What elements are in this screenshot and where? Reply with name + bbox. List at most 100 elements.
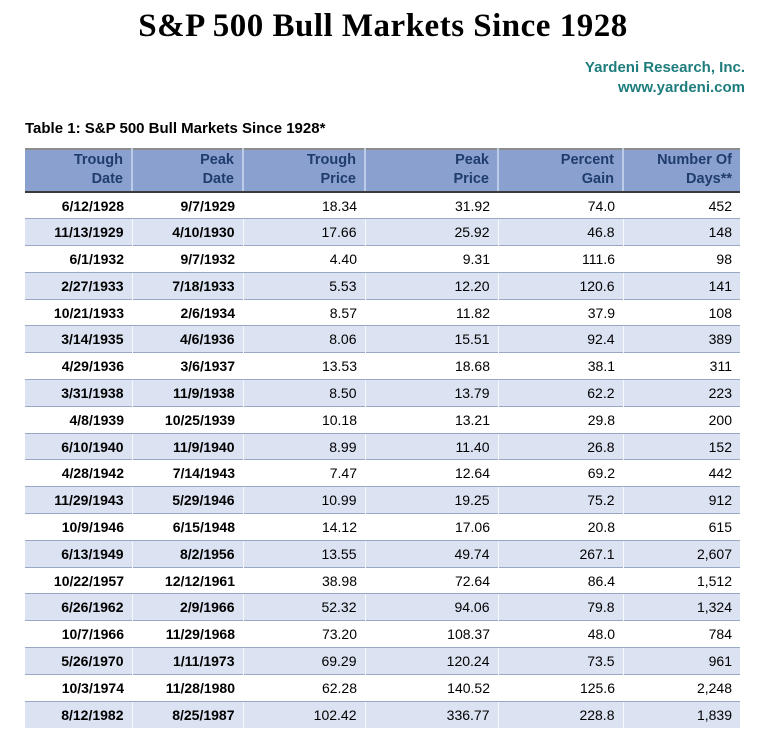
table-cell: 62.2 (497, 379, 623, 407)
table-cell: 74.0 (498, 192, 623, 219)
table-cell: 141 (622, 271, 740, 300)
table-row: 4/28/1942 7/14/1943 7.47 12.64 69.2 442 (25, 459, 740, 487)
table-cell: 912 (622, 486, 740, 514)
table-cell: 5.53 (242, 271, 365, 300)
table-cell: 148 (622, 218, 740, 246)
table-cell: 1/11/1973 (131, 647, 243, 675)
table-cell: 12.64 (365, 459, 498, 487)
table-row: 3/31/1938 11/9/1938 8.50 13.79 62.2 223 (25, 379, 740, 407)
table-cell: 10.18 (243, 405, 365, 434)
table-cell: 72.64 (365, 566, 498, 594)
table-row: 5/26/1970 1/11/1973 69.29 120.24 73.5 961 (25, 647, 740, 675)
table-cell: 108 (623, 298, 740, 326)
table-cell: 152 (622, 432, 740, 460)
table-cell: 140.52 (365, 673, 498, 702)
table-row: 2/27/1933 7/18/1933 5.53 12.20 120.6 141 (25, 271, 740, 300)
table-cell: 9/7/1932 (132, 245, 243, 273)
table-cell: 8/12/1982 (25, 700, 132, 728)
table-cell: 10/7/1966 (25, 620, 132, 648)
table-row: 6/1/1932 9/7/1932 4.40 9.31 111.6 98 (25, 245, 740, 273)
table-body: 6/12/1928 9/7/1929 18.34 31.92 74.0 452 11/13/… (25, 192, 740, 728)
table-row: 10/22/1957 12/12/1961 38.98 72.64 86.4 1,512 (25, 566, 740, 594)
table-cell: 111.6 (498, 245, 623, 273)
table-cell: 6/12/1928 (25, 192, 132, 219)
table-cell: 3/14/1935 (25, 325, 132, 353)
table-row: 6/13/1949 8/2/1956 13.55 49.74 267.1 2,607 (25, 539, 740, 568)
table-cell: 7.47 (243, 459, 365, 487)
table-cell: 267.1 (497, 539, 623, 568)
bull-markets-table: Trough Date Peak Date Trough Price Peak Price Pe… (25, 148, 740, 728)
page-title: S&P 500 Bull Markets Since 1928 (138, 8, 628, 44)
table-cell: 961 (622, 647, 740, 675)
table-cell: 49.74 (364, 539, 498, 568)
table-cell: 62.28 (243, 673, 365, 702)
table-cell: 4/29/1936 (25, 352, 132, 380)
table-cell: 46.8 (497, 218, 623, 246)
source-name: Yardeni Research, Inc. (584, 59, 745, 76)
table-cell: 6/26/1962 (25, 593, 132, 621)
table-cell: 73.5 (497, 647, 623, 675)
table-cell: 6/13/1949 (25, 539, 132, 568)
table-cell: 73.20 (243, 620, 365, 648)
table-cell: 7/14/1943 (132, 459, 243, 487)
table-cell: 8/25/1987 (131, 700, 243, 728)
table-cell: 9/7/1929 (132, 192, 243, 219)
table-cell: 8.57 (243, 298, 365, 326)
table-cell: 11/13/1929 (25, 218, 132, 246)
table-cell: 29.8 (498, 405, 623, 434)
table-cell: 13.55 (242, 539, 365, 568)
table-cell: 6/15/1948 (132, 513, 243, 541)
source-url-link[interactable]: www.yardeni.com (618, 79, 745, 96)
column-header-peak-price: Peak Price (364, 149, 498, 193)
table-cell: 311 (623, 352, 740, 380)
table-cell: 10/9/1946 (25, 513, 132, 541)
table-cell: 92.4 (497, 325, 623, 353)
table-row: 6/26/1962 2/9/1966 52.32 94.06 79.8 1,324 (25, 593, 740, 621)
table-cell: 4.40 (243, 245, 365, 273)
table-cell: 10/3/1974 (25, 673, 132, 702)
table-header-row: Trough Date Peak Date Trough Price Peak Price Pe… (25, 149, 740, 193)
table-cell: 20.8 (498, 513, 623, 541)
table-cell: 19.25 (364, 486, 498, 514)
column-header-trough-price: Trough Price (242, 149, 365, 193)
table-cell: 1,324 (622, 593, 740, 621)
table-cell: 10/25/1939 (132, 405, 243, 434)
table-cell: 5/26/1970 (25, 647, 132, 675)
table-row: 11/13/1929 4/10/1930 17.66 25.92 46.8 148 (25, 218, 740, 246)
table-cell: 3/31/1938 (25, 379, 132, 407)
table-row: 11/29/1943 5/29/1946 10.99 19.25 75.2 912 (25, 486, 740, 514)
table-cell: 11.40 (364, 432, 498, 460)
table-cell: 2,248 (623, 673, 740, 702)
table-cell: 75.2 (497, 486, 623, 514)
table-cell: 18.34 (243, 192, 365, 219)
table-cell: 38.1 (498, 352, 623, 380)
table-cell: 11.82 (365, 298, 498, 326)
column-header-number-of-days: Number Of Days** (622, 149, 740, 193)
table-cell: 13.79 (364, 379, 498, 407)
table-row: 10/21/1933 2/6/1934 8.57 11.82 37.9 108 (25, 298, 740, 326)
table-cell: 228.8 (497, 700, 623, 728)
table-cell: 94.06 (364, 593, 498, 621)
table-cell: 25.92 (364, 218, 498, 246)
table-cell: 4/10/1930 (131, 218, 243, 246)
table-cell: 2/6/1934 (132, 298, 243, 326)
table-row: 10/9/1946 6/15/1948 14.12 17.06 20.8 615 (25, 513, 740, 541)
table-row: 10/7/1966 11/29/1968 73.20 108.37 48.0 784 (25, 620, 740, 648)
table-cell: 389 (622, 325, 740, 353)
table-cell: 13.53 (243, 352, 365, 380)
table-cell: 120.6 (497, 271, 623, 300)
table-cell: 442 (623, 459, 740, 487)
table-row: 4/29/1936 3/6/1937 13.53 18.68 38.1 311 (25, 352, 740, 380)
table-cell: 69.2 (498, 459, 623, 487)
table-cell: 6/10/1940 (25, 432, 132, 460)
table-cell: 18.68 (365, 352, 498, 380)
table-cell: 11/29/1943 (25, 486, 132, 514)
table-cell: 8/2/1956 (131, 539, 243, 568)
table-cell: 615 (623, 513, 740, 541)
table-cell: 11/29/1968 (132, 620, 243, 648)
table-cell: 38.98 (243, 566, 365, 594)
table-cell: 1,839 (622, 700, 740, 728)
table-row: 10/3/1974 11/28/1980 62.28 140.52 125.6 2,248 (25, 673, 740, 702)
source-block: Yardeni Research, Inc. www.yardeni.com (0, 58, 745, 98)
